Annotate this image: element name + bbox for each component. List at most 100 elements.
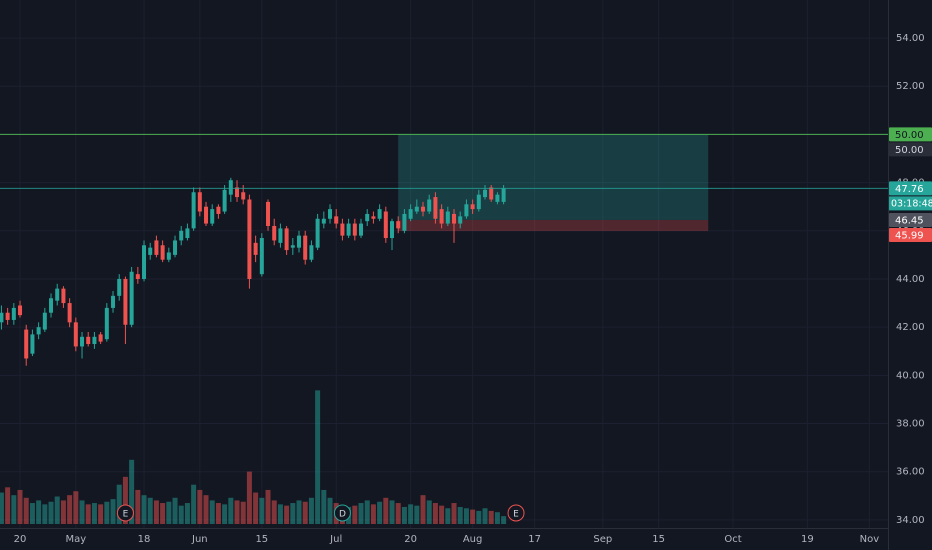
candle-body bbox=[18, 305, 23, 316]
candle-body bbox=[476, 194, 481, 210]
volume-bar bbox=[395, 503, 401, 524]
countdown-bg bbox=[889, 196, 932, 211]
volume-bar bbox=[408, 504, 414, 524]
candle-body bbox=[421, 206, 426, 212]
x-tick-label: 19 bbox=[801, 534, 814, 545]
volume-bar bbox=[246, 471, 252, 524]
candle-body bbox=[439, 209, 444, 224]
candle-body bbox=[297, 235, 302, 248]
candle-body bbox=[210, 209, 215, 224]
y-tick-label: 38.00 bbox=[896, 419, 925, 430]
volume-bar bbox=[253, 492, 259, 524]
volume-bar bbox=[488, 510, 494, 524]
candle-body bbox=[414, 206, 419, 212]
volume-bar bbox=[290, 503, 296, 524]
volume-bar bbox=[42, 504, 48, 524]
candle-body bbox=[489, 187, 494, 200]
volume-bar bbox=[501, 516, 507, 524]
candle-body bbox=[80, 336, 85, 347]
candle-body bbox=[36, 327, 41, 335]
candle-body bbox=[241, 192, 246, 200]
event-marker bbox=[116, 504, 134, 522]
candle-body bbox=[104, 307, 109, 340]
volume-bar bbox=[420, 495, 426, 524]
candle-body bbox=[266, 201, 271, 226]
candle-body bbox=[359, 223, 364, 236]
countdown: 03:18:48 bbox=[891, 198, 932, 209]
candle-body bbox=[42, 312, 47, 330]
candle-body bbox=[452, 213, 457, 224]
x-tick-label: Oct bbox=[724, 534, 741, 545]
candle-body bbox=[253, 242, 258, 255]
candle-body bbox=[284, 228, 289, 251]
candle-body bbox=[55, 288, 60, 301]
candle-body bbox=[73, 322, 78, 347]
candle-body bbox=[30, 334, 35, 354]
candle-body bbox=[24, 329, 29, 359]
x-tick-label: 18 bbox=[138, 534, 151, 545]
axes: 34.0036.0038.0040.0042.0044.0046.0048.00… bbox=[14, 33, 932, 545]
volume-bar bbox=[358, 503, 364, 524]
volume-bar bbox=[91, 503, 97, 524]
x-tick-label: Aug bbox=[463, 534, 483, 545]
candle-body bbox=[290, 245, 295, 248]
volume-bar bbox=[240, 501, 246, 524]
volume-bar bbox=[364, 500, 370, 524]
volume-bar bbox=[308, 497, 314, 524]
last-price-label-bg bbox=[889, 181, 932, 196]
candle-body bbox=[377, 209, 382, 219]
volume-bar bbox=[116, 484, 122, 524]
hline-price-label-bg bbox=[889, 127, 932, 142]
volume-bar bbox=[160, 503, 166, 524]
candle-body bbox=[278, 228, 283, 243]
volume-bar bbox=[296, 500, 302, 524]
candle-body bbox=[129, 271, 134, 325]
volume-bar bbox=[29, 503, 35, 524]
volume-bar bbox=[445, 508, 451, 524]
volume-bar bbox=[197, 489, 203, 524]
last-price-label: 47.76 bbox=[895, 184, 924, 195]
y-tick-label: 36.00 bbox=[896, 467, 925, 478]
y-tick-label: 34.00 bbox=[896, 515, 925, 526]
volume-bar bbox=[439, 505, 445, 524]
volume-bar bbox=[302, 501, 308, 524]
volume-bar bbox=[315, 390, 321, 524]
volume-bar bbox=[476, 510, 482, 524]
candle-body bbox=[179, 230, 184, 241]
candle-body bbox=[86, 336, 91, 345]
volume-bar bbox=[377, 501, 383, 524]
candle-body bbox=[67, 303, 72, 323]
volume-bar bbox=[383, 497, 389, 524]
volume-bar bbox=[36, 500, 42, 524]
x-tick-label: Nov bbox=[860, 534, 880, 545]
volume-bar bbox=[370, 504, 376, 524]
candle-body bbox=[427, 199, 432, 212]
hline-price-label: 50.00 bbox=[895, 130, 924, 141]
candle-body bbox=[123, 278, 128, 325]
volume-bar bbox=[0, 492, 4, 524]
candle-body bbox=[117, 278, 122, 296]
volume-bar bbox=[147, 497, 153, 524]
volume-bar bbox=[209, 500, 215, 524]
candle-body bbox=[495, 194, 500, 202]
stop-zone bbox=[398, 219, 709, 232]
volume-bar bbox=[98, 504, 104, 524]
candle-body bbox=[204, 206, 209, 224]
volume-bar bbox=[17, 489, 23, 524]
event-marker bbox=[333, 504, 351, 522]
x-tick-label: 20 bbox=[404, 534, 417, 545]
volume-bar bbox=[426, 500, 432, 524]
volume-bar bbox=[5, 487, 11, 524]
volume-bar bbox=[104, 501, 110, 524]
candle-body bbox=[166, 252, 171, 260]
candle-body bbox=[111, 295, 116, 308]
event-marker bbox=[507, 504, 525, 522]
volume-bar bbox=[110, 499, 116, 524]
candle-body bbox=[0, 312, 4, 323]
volume-bar bbox=[79, 500, 85, 524]
event-label: E bbox=[513, 510, 519, 520]
candle-body bbox=[433, 197, 438, 219]
